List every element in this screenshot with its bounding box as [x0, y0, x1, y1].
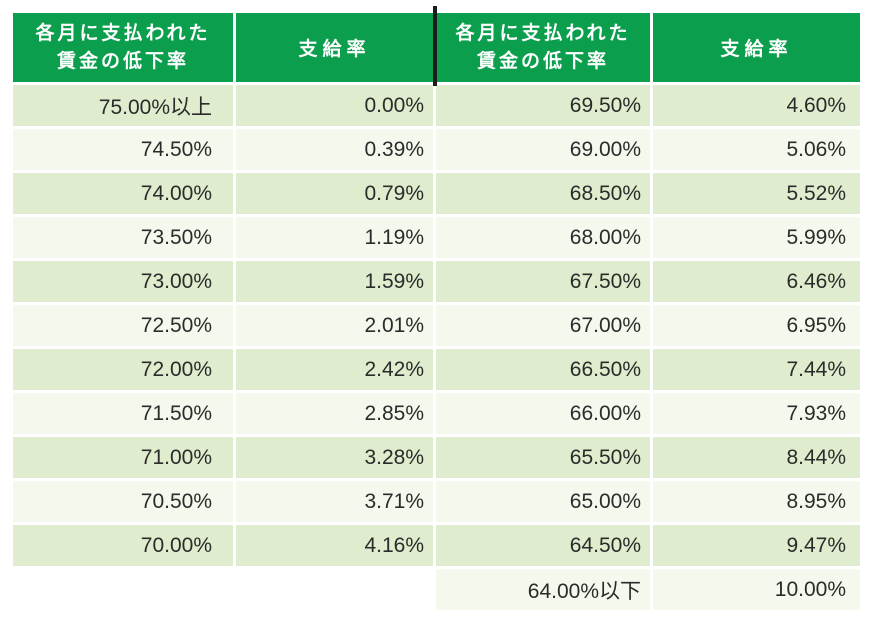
payment-rate-cell: 7.44%	[653, 349, 860, 390]
wage-decline-cell: 64.50%	[436, 525, 650, 566]
wage-decline-cell	[13, 569, 233, 610]
table-row: 74.00% 0.79% 68.50% 5.52%	[13, 173, 860, 214]
header-wage-decline-right: 各月に支払われた 賃金の低下率	[436, 13, 650, 82]
table-row: 74.50% 0.39% 69.00% 5.06%	[13, 129, 860, 170]
header-wage-decline-left: 各月に支払われた 賃金の低下率	[13, 13, 233, 82]
header-row: 各月に支払われた 賃金の低下率 支給率 各月に支払われた 賃金の低下率 支給率	[13, 13, 860, 82]
payment-rate-cell: 0.00%	[236, 85, 433, 126]
wage-decline-cell: 71.50%	[13, 393, 233, 434]
wage-decline-cell: 68.00%	[436, 217, 650, 258]
payment-rate-cell: 8.44%	[653, 437, 860, 478]
table-row: 70.00% 4.16% 64.50% 9.47%	[13, 525, 860, 566]
payment-rate-cell: 6.46%	[653, 261, 860, 302]
wage-decline-cell: 67.00%	[436, 305, 650, 346]
payment-rate-cell: 5.06%	[653, 129, 860, 170]
wage-decline-cell: 70.50%	[13, 481, 233, 522]
header-middle-divider	[433, 6, 437, 86]
payment-rate-cell: 0.39%	[236, 129, 433, 170]
wage-decline-cell: 64.00%以下	[436, 569, 650, 610]
wage-decline-cell: 69.50%	[436, 85, 650, 126]
wage-decline-cell: 72.00%	[13, 349, 233, 390]
payment-rate-cell: 6.95%	[653, 305, 860, 346]
payment-rate-cell: 1.19%	[236, 217, 433, 258]
payment-rate-cell	[236, 569, 433, 610]
wage-decline-cell: 71.00%	[13, 437, 233, 478]
payment-rate-cell: 7.93%	[653, 393, 860, 434]
wage-decline-cell: 73.00%	[13, 261, 233, 302]
wage-decline-cell: 67.50%	[436, 261, 650, 302]
payment-rate-cell: 3.28%	[236, 437, 433, 478]
wage-decline-cell: 74.50%	[13, 129, 233, 170]
table-row: 73.00% 1.59% 67.50% 6.46%	[13, 261, 860, 302]
payment-rate-cell: 9.47%	[653, 525, 860, 566]
payment-rate-cell: 1.59%	[236, 261, 433, 302]
header-label: 支給率	[720, 39, 793, 60]
payment-rate-cell: 4.60%	[653, 85, 860, 126]
wage-decline-cell: 69.00%	[436, 129, 650, 170]
table-row: 72.00% 2.42% 66.50% 7.44%	[13, 349, 860, 390]
wage-decline-payment-rate-table: 各月に支払われた 賃金の低下率 支給率 各月に支払われた 賃金の低下率 支給率	[10, 10, 863, 613]
payment-rate-cell: 3.71%	[236, 481, 433, 522]
header-payment-rate-right: 支給率	[653, 13, 860, 82]
payment-rate-cell: 2.85%	[236, 393, 433, 434]
payment-rate-cell: 4.16%	[236, 525, 433, 566]
header-line1: 各月に支払われた	[455, 22, 631, 44]
table-body: 75.00%以上 0.00% 69.50% 4.60% 74.50% 0.39% 69.00…	[13, 85, 860, 610]
payment-rate-cell: 5.99%	[653, 217, 860, 258]
table-row: 70.50% 3.71% 65.00% 8.95%	[13, 481, 860, 522]
wage-decline-cell: 72.50%	[13, 305, 233, 346]
wage-decline-cell: 70.00%	[13, 525, 233, 566]
wage-decline-cell: 74.00%	[13, 173, 233, 214]
table-row: 75.00%以上 0.00% 69.50% 4.60%	[13, 85, 860, 126]
wage-decline-cell: 75.00%以上	[13, 85, 233, 126]
payment-rate-cell: 8.95%	[653, 481, 860, 522]
header-label: 支給率	[298, 39, 371, 60]
wage-decline-cell: 73.50%	[13, 217, 233, 258]
table-row: 64.00%以下 10.00%	[13, 569, 860, 610]
header-line2: 賃金の低下率	[476, 50, 609, 72]
wage-decline-cell: 65.50%	[436, 437, 650, 478]
payment-rate-cell: 2.01%	[236, 305, 433, 346]
wage-decline-cell: 66.00%	[436, 393, 650, 434]
table-row: 72.50% 2.01% 67.00% 6.95%	[13, 305, 860, 346]
wage-decline-cell: 66.50%	[436, 349, 650, 390]
payment-rate-cell: 2.42%	[236, 349, 433, 390]
header-line2: 賃金の低下率	[56, 50, 189, 72]
header-line1: 各月に支払われた	[35, 22, 211, 44]
wage-decline-cell: 65.00%	[436, 481, 650, 522]
payment-rate-cell: 10.00%	[653, 569, 860, 610]
payment-rate-cell: 0.79%	[236, 173, 433, 214]
wage-decline-cell: 68.50%	[436, 173, 650, 214]
header-payment-rate-left: 支給率	[236, 13, 433, 82]
table-row: 71.50% 2.85% 66.00% 7.93%	[13, 393, 860, 434]
table-row: 71.00% 3.28% 65.50% 8.44%	[13, 437, 860, 478]
payment-rate-cell: 5.52%	[653, 173, 860, 214]
table-row: 73.50% 1.19% 68.00% 5.99%	[13, 217, 860, 258]
